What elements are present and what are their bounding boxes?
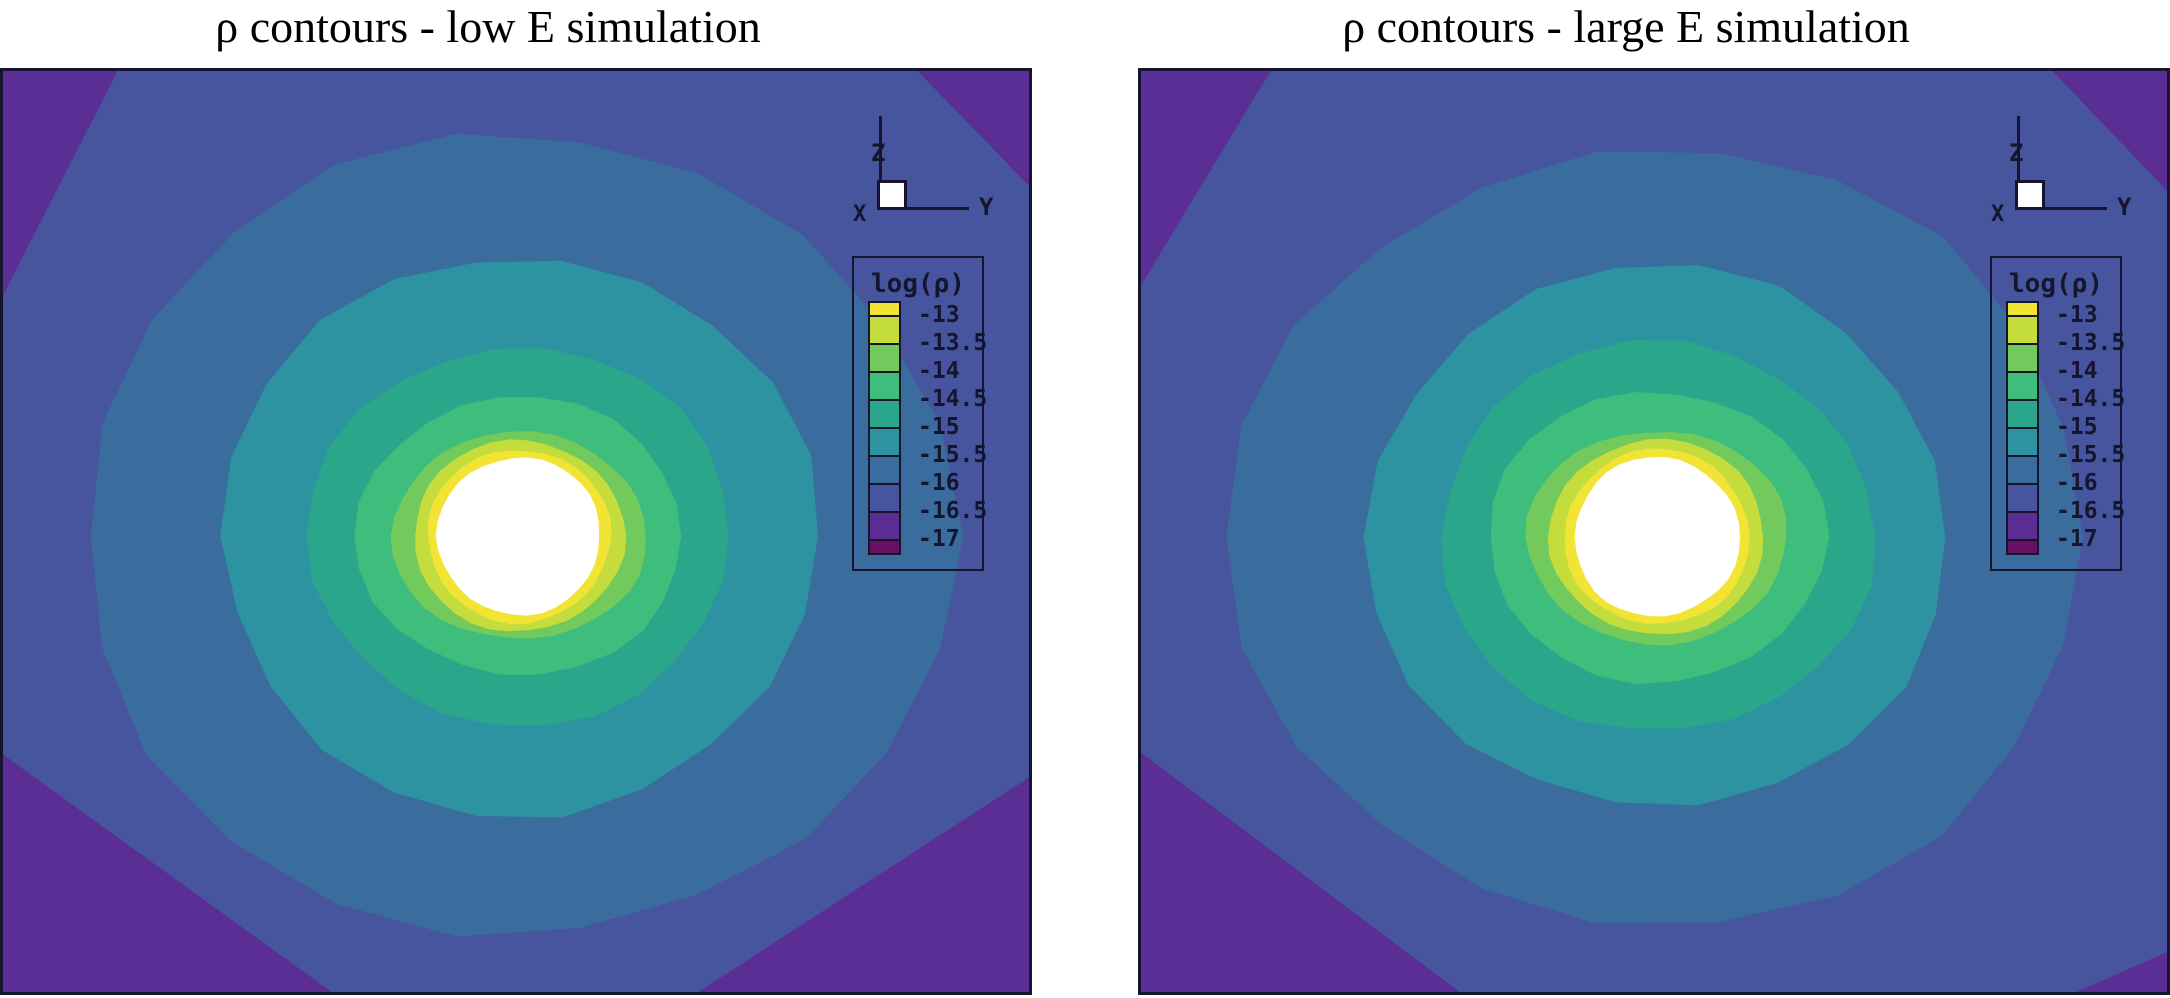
legend-swatch: [2006, 343, 2039, 373]
contour-field: [3, 71, 1029, 992]
contour-field: [1141, 71, 2167, 992]
legend-swatch: [2006, 371, 2039, 401]
legend-tick-label: -13.5: [2056, 330, 2126, 356]
legend-swatch: [2006, 455, 2039, 485]
x-axis-label: X: [853, 202, 867, 227]
y-axis-line: [907, 207, 969, 210]
corner-band-bl: [1141, 752, 1460, 992]
z-axis-line: [2017, 116, 2020, 184]
legend-swatch: [868, 483, 901, 513]
legend-tick-label: -15: [2056, 414, 2098, 440]
legend-swatch: [2006, 483, 2039, 513]
legend-swatch: [868, 427, 901, 457]
legend-tick-label: -14: [2056, 358, 2098, 384]
legend-tick-label: -14.5: [918, 386, 988, 412]
legend-swatch-column: -13 -13.5 -14 -14.5 -15 -15.5 -16 -16.5 -17: [2006, 301, 2125, 555]
legend-swatch: [868, 371, 901, 401]
saturated-core: [435, 457, 600, 616]
legend-swatch: [2006, 315, 2039, 345]
z-axis-line: [879, 116, 882, 184]
legend-swatch: [868, 399, 901, 429]
legend-tick-label: -17: [918, 526, 960, 552]
legend-swatch: [868, 539, 901, 555]
corner-band-br: [2076, 952, 2167, 992]
legend-swatch: [2006, 427, 2039, 457]
legend-tick-label: -16.5: [918, 498, 988, 524]
y-axis-line: [2045, 207, 2107, 210]
legend-swatch: [868, 511, 901, 541]
legend-tick-label: -13.5: [918, 330, 988, 356]
legend-tick-label: -15: [918, 414, 960, 440]
contour-plot-low-e: Z X Y log(ρ) -13-13.5-14-14.5-15-15.5-16…: [0, 68, 1032, 995]
legend-swatch: [2006, 511, 2039, 541]
panel-title-large-e: ρ contours - large E simulation: [1342, 1, 1910, 52]
legend-swatch-column: -13 -13.5 -14 -14.5 -15 -15.5 -16 -16.5 -17: [868, 301, 987, 555]
corner-band-tl: [1141, 71, 1271, 286]
legend-tick-label: -16: [918, 470, 960, 496]
legend-swatch: [868, 343, 901, 373]
legend-title: log(ρ): [2009, 269, 2103, 299]
y-axis-label: Y: [979, 193, 994, 221]
legend-tick-label: -13: [2056, 302, 2098, 328]
legend-tick-label: -15.5: [918, 442, 988, 468]
legend-swatch: [2006, 399, 2039, 429]
legend-tick-label: -16.5: [2056, 498, 2126, 524]
contour-plot-large-e: Z X Y log(ρ) -13-13.5-14-14.5-15-15.5-16…: [1138, 68, 2170, 995]
legend-tick-label: -13: [918, 302, 960, 328]
legend-tick-label: -15.5: [2056, 442, 2126, 468]
corner-band-tl: [3, 71, 118, 296]
saturated-core: [1574, 457, 1740, 617]
legend-tick-label: -14: [918, 358, 960, 384]
legend-title: log(ρ): [871, 269, 965, 299]
axis-origin-square: [877, 180, 907, 210]
legend-tick-label: -17: [2056, 526, 2098, 552]
contour-legend: log(ρ) -13 -13.5 -14 -14.5 -15 -15.5 -16 -16.5-…: [1990, 256, 2125, 571]
legend-swatch: [868, 315, 901, 345]
axis-origin-square: [2015, 180, 2045, 210]
contour-legend: log(ρ) -13 -13.5 -14 -14.5 -15 -15.5 -16 -16.5-…: [852, 256, 987, 571]
panel-title-low-e: ρ contours - low E simulation: [215, 1, 761, 52]
legend-tick-label: -14.5: [2056, 386, 2126, 412]
y-axis-label: Y: [2117, 193, 2132, 221]
legend-tick-label: -16: [2056, 470, 2098, 496]
x-axis-label: X: [1991, 202, 2005, 227]
legend-swatch: [868, 455, 901, 485]
corner-band-br: [698, 777, 1029, 992]
legend-swatch: [2006, 539, 2039, 555]
